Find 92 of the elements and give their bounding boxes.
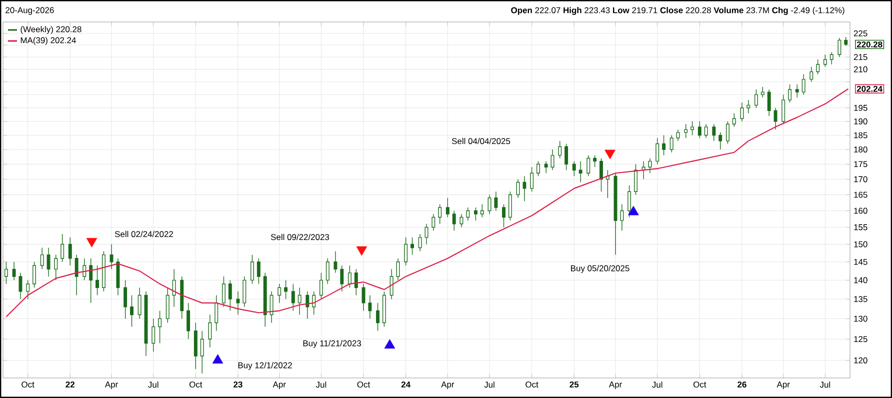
x-tick-label: Jul [316,381,326,388]
annotation: Sell 04/04/2025 [452,138,510,144]
candlestick [578,160,582,183]
x-tick-label: 22 [66,381,75,388]
y-tick-label: 145 [854,258,868,265]
point [604,150,616,160]
y-tick-label: 190 [854,118,868,124]
x-tick-label: Apr [441,381,454,390]
candlestick [544,160,548,174]
annotation: Buy 11/21/2023 [303,340,361,348]
candlestick [116,258,120,296]
candlestick [18,272,22,300]
candlestick [494,191,498,212]
y-tick-label: 130 [854,316,868,322]
candlestick [390,268,394,300]
candlestick [676,129,680,142]
candlestick [620,204,624,231]
x-tick-label: 26 [738,381,746,388]
candlestick [138,287,142,320]
candlestick [46,247,50,277]
text: Open 222.07 High 223.43 Low 219.71 Close 220.28 Volume 23.7M Chg -2.49 (-1.12%) [511,7,844,15]
candlestick [40,247,44,270]
x-tick-label: Oct [357,381,370,388]
candlestick [368,294,372,320]
candlestick [418,234,422,252]
annotation: Buy 12/1/2022 [238,362,292,370]
point [86,238,98,248]
candlestick [306,291,310,320]
x-tick-label: Jul [652,381,662,388]
candlestick [208,314,212,348]
candlestick [12,262,16,281]
y-tick-label: 165 [854,192,868,198]
x-tick-label: Apr [776,381,790,390]
x-tick-label: Apr [272,381,286,390]
x-tick-label: 24 [401,381,410,388]
candlestick [172,268,176,308]
candlestick [242,276,246,308]
x-tick-label: Oct [22,381,34,388]
point [212,354,224,364]
x-tick-label: 23 [234,381,242,388]
candlestick [767,89,771,116]
candlestick [334,250,338,274]
y-tick-label: 170 [854,176,868,182]
candlestick [432,214,436,231]
text: 220.28 [856,41,882,48]
candlestick [460,214,464,228]
point [356,246,368,256]
y-tick-label: 180 [854,146,868,152]
x-tick-label: Jul [148,381,158,388]
x-tick-label: Jul [820,381,830,388]
annotation: Sell 09/22/2023 [270,234,330,240]
x-tick-label: Oct [526,381,538,388]
y-tick-label: 160 [854,208,868,214]
text: 20-Aug-2026 [6,7,54,15]
y-tick-label: 140 [854,277,868,284]
x-tick-label: Oct [189,381,202,388]
candlestick [110,244,114,270]
candlestick [522,176,526,202]
candlestick [236,291,240,316]
candlestick [74,254,78,296]
y-tick-label: 120 [854,357,868,364]
candlestick [704,124,708,138]
legend-label: (Weekly) 220.28 [20,26,82,34]
y-tick-label: 175 [854,161,868,168]
x-tick-label: Apr [608,381,622,390]
legend-label: MA(39) 202.24 [20,37,76,45]
y-tick-label: 125 [854,336,868,342]
y-tick-label: 150 [854,241,868,248]
candlestick [670,134,674,153]
y-tick-label: 225 [854,30,868,36]
candlestick [802,74,806,96]
x-tick-label: 25 [570,381,579,388]
candlestick [740,102,744,122]
x-tick-label: Jul [484,381,494,388]
candlestick [838,38,842,58]
y-tick-label: 185 [854,132,868,138]
data-label: 202.24 [856,86,882,92]
y-tick-label: 215 [854,54,868,60]
y-tick-label: 210 [854,66,868,72]
y-tick-label: 135 [854,296,868,302]
candlestick [712,124,716,142]
candlestick [270,291,274,324]
x-tick-label: Apr [104,381,118,390]
annotation: Sell 02/24/2022 [114,230,173,238]
x-tick-label: Oct [693,381,706,388]
y-tick-label: 155 [854,224,868,230]
y-tick-label: 195 [854,104,868,111]
candlestick [452,210,456,231]
annotation: Buy 05/20/2025 [571,265,630,273]
point [384,339,396,349]
candlestick [298,287,302,316]
candlestick [130,294,134,328]
